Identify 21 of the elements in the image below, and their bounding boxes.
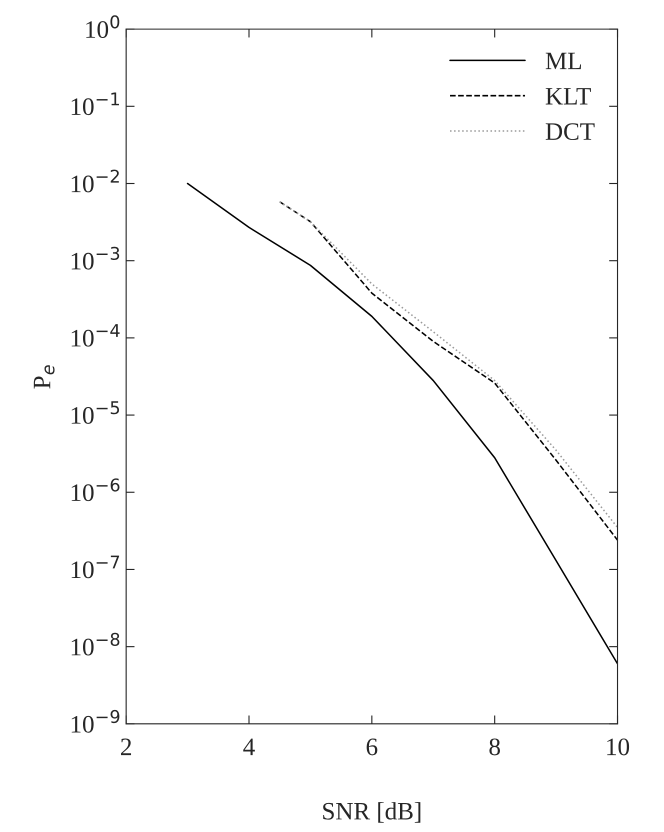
x-axis-title: SNR [dB] <box>323 802 420 823</box>
x-tick-label: 4 <box>243 738 255 756</box>
y-tick-label: 10$^{−6}$ <box>72 478 120 502</box>
x-tick-label: 6 <box>366 738 378 756</box>
y-tick-label: 10$^{−4}$ <box>72 324 120 347</box>
legend-label: ML <box>546 52 582 70</box>
y-tick-label: 10$^{−9}$ <box>72 710 120 733</box>
legend-label: DCT <box>546 123 595 140</box>
y-tick-label: 10$^{−2}$ <box>72 170 119 192</box>
y-tick-label: 10$^{−8}$ <box>72 632 120 656</box>
y-tick-label: 10$^{−1}$ <box>72 92 119 116</box>
y-tick-label: 10$^{−7}$ <box>72 556 120 578</box>
legend-label: KLT <box>546 88 591 104</box>
line-series <box>186 182 618 665</box>
y-tick-label: 10$^{−3}$ <box>72 246 120 270</box>
y-axis-title: P$_{e}$ <box>34 365 55 389</box>
y-tick-label: 10$^{−5}$ <box>72 401 120 424</box>
x-tick-label: 8 <box>489 738 500 756</box>
x-tick-label: 2 <box>121 738 132 756</box>
y-tick-label: 10$^{0}$ <box>86 15 120 38</box>
x-tick-label: 10 <box>607 738 630 756</box>
